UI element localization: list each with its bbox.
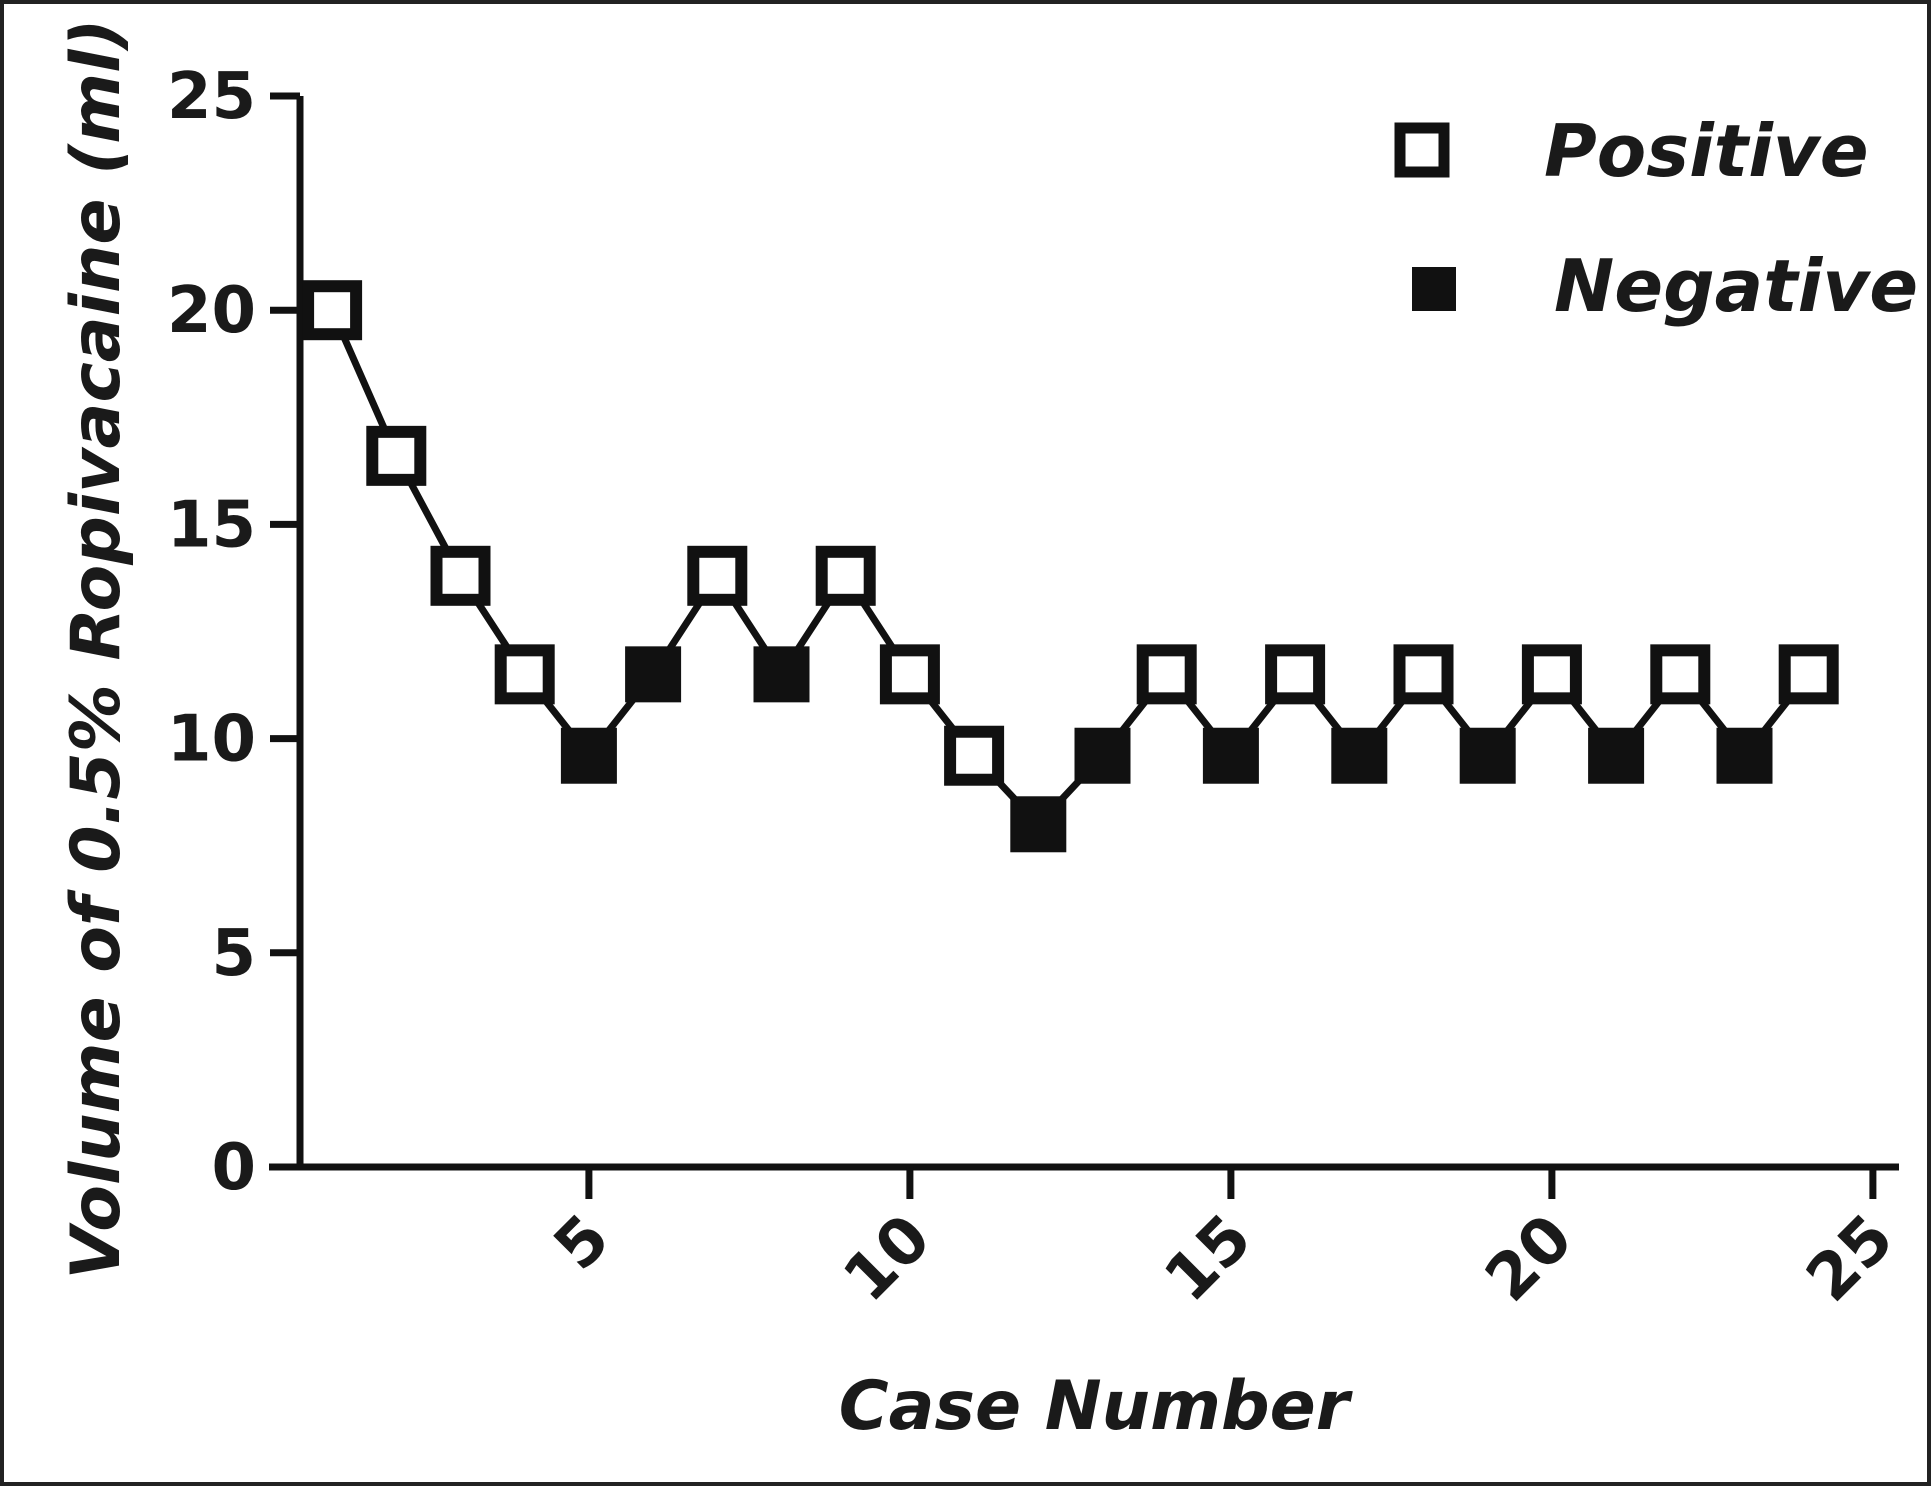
data-point-positive: [1265, 644, 1326, 705]
y-ticks: 0 5 10 15 20 25: [167, 60, 300, 1205]
data-point-negative: [1331, 727, 1388, 784]
x-tick-label: 5: [540, 1201, 624, 1285]
series-line-group: [328, 308, 1812, 830]
data-point-negative: [753, 646, 810, 703]
data-point-negative: [1202, 727, 1259, 784]
data-point-negative: [1588, 727, 1645, 784]
x-tick-label: 15: [1151, 1201, 1266, 1316]
data-point-positive: [1650, 644, 1711, 705]
data-point-negative: [560, 727, 617, 784]
data-point-positive: [302, 280, 363, 341]
chart-svg: 0 5 10 15 20 25 5 10 15 20 25 Volume of 0.5% Ropi…: [57, 19, 1918, 1446]
data-point-negative: [1716, 727, 1773, 784]
data-point-positive: [1778, 644, 1839, 705]
data-point-positive: [494, 644, 555, 705]
x-ticks: 5 10 15 20 25: [540, 1167, 1908, 1316]
y-tick-label: 5: [211, 917, 256, 991]
y-tick-label: 0: [211, 1131, 256, 1205]
data-point-positive: [944, 725, 1005, 786]
legend-label-positive: Positive: [1544, 109, 1869, 193]
data-point-positive: [366, 425, 427, 486]
y-tick-label: 20: [167, 274, 256, 348]
y-axis-title: Volume of 0.5% Ropivacaine (ml): [57, 19, 136, 1280]
data-point-negative: [1459, 727, 1516, 784]
x-axis-title: Case Number: [839, 1367, 1354, 1446]
y-tick-label: 15: [167, 488, 256, 562]
data-point-negative: [1010, 796, 1067, 853]
data-point-positive: [687, 545, 748, 606]
legend-marker-filled-square: [1412, 267, 1456, 311]
data-point-positive: [1136, 644, 1197, 705]
data-point-positive: [430, 545, 491, 606]
data-point-negative: [625, 646, 682, 703]
legend-marker-open-square: [1394, 122, 1450, 178]
series-line: [328, 308, 1812, 830]
legend-item-positive: Positive: [1394, 109, 1869, 193]
x-tick-label: 10: [830, 1201, 945, 1316]
legend-label-negative: Negative: [1554, 244, 1918, 328]
x-tick-label: 25: [1793, 1201, 1908, 1316]
data-point-positive: [1393, 644, 1454, 705]
data-point-positive: [1521, 644, 1582, 705]
x-tick-label: 20: [1472, 1201, 1587, 1316]
legend-item-negative: Negative: [1412, 244, 1918, 328]
y-tick-label: 25: [167, 60, 256, 134]
y-tick-label: 10: [167, 703, 256, 777]
legend: Positive Negative: [1394, 109, 1918, 328]
data-point-negative: [1074, 727, 1131, 784]
series-markers-group: [302, 280, 1839, 853]
data-point-positive: [879, 644, 940, 705]
data-point-positive: [815, 545, 876, 606]
